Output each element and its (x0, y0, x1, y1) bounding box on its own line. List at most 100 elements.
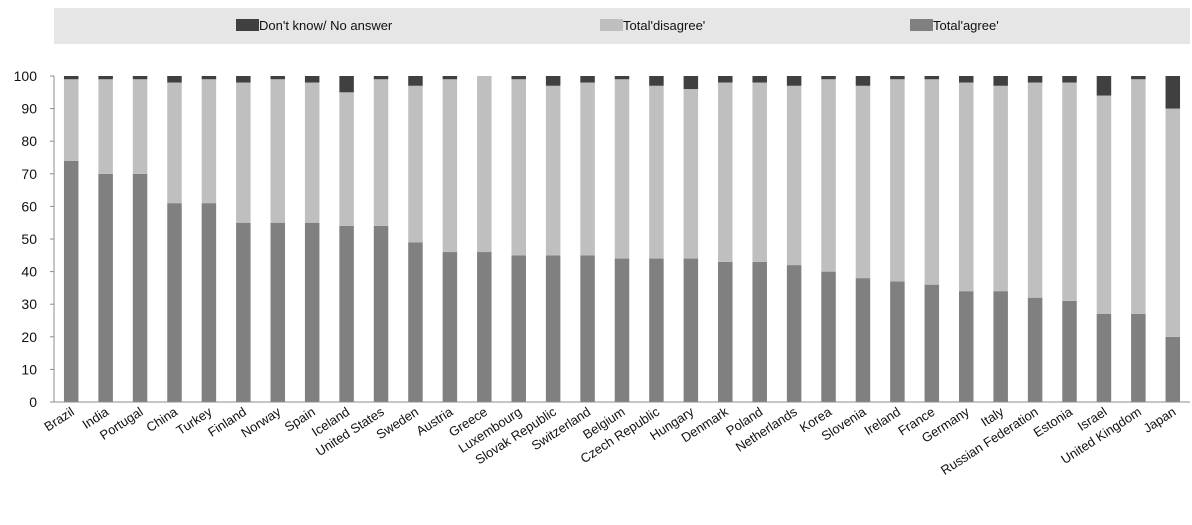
x-tick-label-brazil: Brazil (41, 404, 77, 434)
bar-group-spain (304, 76, 320, 402)
y-tick-label: 80 (21, 133, 37, 149)
bar-segment-total-disagree-czech-republic (649, 85, 664, 259)
bar-segment-total-disagree-netherlands (786, 85, 802, 266)
y-tick-label: 20 (21, 329, 37, 345)
bar-segment-total-agree-iceland (339, 225, 354, 402)
bar-segment-total-disagree-turkey (201, 79, 217, 204)
bar-segment-total-agree-slovenia (855, 278, 871, 402)
bar-segment-don-t-know-no-answer-luxembourg (511, 76, 526, 80)
bar-segment-total-disagree-israel (1096, 95, 1112, 314)
legend-swatch-total-disagree (600, 19, 623, 31)
bar-segment-don-t-know-no-answer-india (98, 76, 113, 80)
bar-segment-don-t-know-no-answer-spain (304, 76, 320, 83)
bar-group-czech-republic (649, 76, 664, 402)
bar-group-switzerland (580, 76, 595, 402)
bar-segment-don-t-know-no-answer-turkey (201, 76, 217, 80)
bar-segment-don-t-know-no-answer-austria (442, 76, 458, 80)
bar-segment-don-t-know-no-answer-iceland (339, 76, 354, 93)
bar-group-iceland (339, 76, 354, 402)
bar-segment-don-t-know-no-answer-slovak-republic (545, 76, 561, 86)
bar-group-sweden (408, 76, 423, 402)
bar-segment-total-agree-czech-republic (649, 258, 664, 402)
bar-segment-total-disagree-hungary (683, 89, 699, 259)
bar-group-russian-federation (1027, 76, 1043, 402)
bar-segment-don-t-know-no-answer-italy (993, 76, 1008, 86)
bar-group-united-kingdom (1131, 76, 1146, 402)
bar-segment-total-agree-china (167, 203, 182, 402)
legend-swatch-total-agree (910, 19, 933, 31)
x-tick-label-estonia: Estonia (1031, 404, 1076, 441)
legend-label-total-agree: Total'agree' (933, 18, 999, 33)
bar-segment-don-t-know-no-answer-united-kingdom (1131, 76, 1146, 80)
bar-segment-total-disagree-portugal (132, 79, 148, 174)
bar-segment-total-agree-korea (821, 271, 836, 402)
bar-segment-total-disagree-norway (270, 79, 286, 223)
bar-segment-total-agree-denmark (718, 261, 733, 402)
bar-segment-total-disagree-russian-federation (1027, 82, 1043, 298)
legend-label-don-t-know-no-answer: Don't know/ No answer (259, 18, 393, 33)
bar-segment-total-agree-united-kingdom (1131, 313, 1146, 402)
bar-segment-total-disagree-slovak-republic (545, 85, 561, 256)
bar-segment-don-t-know-no-answer-poland (752, 76, 767, 83)
bar-segment-total-disagree-ireland (890, 79, 905, 282)
y-tick-label: 30 (21, 296, 37, 312)
bar-segment-total-disagree-sweden (408, 85, 423, 243)
bar-group-luxembourg (511, 76, 526, 402)
bar-segment-don-t-know-no-answer-china (167, 76, 182, 83)
bar-group-greece (477, 76, 492, 402)
bar-segment-don-t-know-no-answer-netherlands (786, 76, 802, 86)
bar-segment-total-disagree-finland (236, 82, 251, 223)
bar-segment-don-t-know-no-answer-portugal (132, 76, 148, 80)
bar-group-netherlands (786, 76, 802, 402)
bar-group-slovenia (855, 76, 871, 402)
y-tick-label: 40 (21, 264, 37, 280)
bar-segment-total-agree-estonia (1062, 300, 1077, 402)
bar-group-france (924, 76, 940, 402)
x-tick-label-norway: Norway (238, 404, 284, 441)
legend-label-total-disagree: Total'disagree' (623, 18, 705, 33)
x-axis: Brazil IndiaPortugalChinaTurkeyFinlandNor… (41, 401, 1190, 478)
bar-segment-don-t-know-no-answer-norway (270, 76, 286, 80)
bar-segment-total-disagree-korea (821, 79, 836, 272)
x-tick-label-ireland: Ireland (862, 404, 904, 438)
bar-segment-don-t-know-no-answer-finland (236, 76, 251, 83)
bar-segment-total-agree-italy (993, 291, 1008, 402)
bar-segment-don-t-know-no-answer-israel (1096, 76, 1112, 96)
bar-segment-don-t-know-no-answer-germany (958, 76, 974, 83)
bar-group-hungary (683, 76, 699, 402)
bar-segment-total-agree-switzerland (580, 255, 595, 402)
bar-segment-don-t-know-no-answer-hungary (683, 76, 699, 90)
bar-segment-don-t-know-no-answer-czech-republic (649, 76, 664, 86)
bar-group-brazil (63, 76, 79, 402)
bar-segment-total-disagree-united-states (373, 79, 389, 226)
bar-segment-total-agree-slovak-republic (545, 255, 561, 402)
bar-segment-total-disagree-germany (958, 82, 974, 292)
bar-segment-total-agree-brazil (63, 160, 79, 402)
bar-segment-don-t-know-no-answer-switzerland (580, 76, 595, 83)
bar-segment-total-disagree-india (98, 79, 113, 174)
bar-segment-total-disagree-slovenia (855, 85, 871, 279)
bar-segment-don-t-know-no-answer-france (924, 76, 940, 80)
bar-segment-total-agree-russian-federation (1027, 297, 1043, 402)
bar-segment-total-disagree-brazil (63, 79, 79, 161)
bar-segment-don-t-know-no-answer-slovenia (855, 76, 871, 86)
bar-segment-don-t-know-no-answer-japan (1165, 76, 1181, 109)
bar-segment-total-disagree-switzerland (580, 82, 595, 256)
bar-segment-total-disagree-luxembourg (511, 79, 526, 256)
y-axis: 0 10 20 30 40 50 60 70 80 90 100 (14, 68, 55, 410)
bar-group-china (167, 76, 182, 402)
bar-segment-don-t-know-no-answer-belgium (614, 76, 630, 80)
bar-segment-don-t-know-no-answer-denmark (718, 76, 733, 83)
x-tick-label-china: China (143, 404, 180, 435)
bar-segment-total-agree-ireland (890, 281, 905, 402)
bar-segment-total-agree-norway (270, 222, 286, 402)
bar-group-portugal (132, 76, 148, 402)
bar-segment-total-agree-austria (442, 252, 458, 402)
bar-segment-don-t-know-no-answer-russian-federation (1027, 76, 1043, 83)
bar-segment-total-agree-netherlands (786, 265, 802, 402)
bar-segment-total-disagree-belgium (614, 79, 630, 259)
y-tick-label: 60 (21, 198, 37, 214)
bar-segment-total-agree-germany (958, 291, 974, 402)
bar-group-poland (752, 76, 767, 402)
